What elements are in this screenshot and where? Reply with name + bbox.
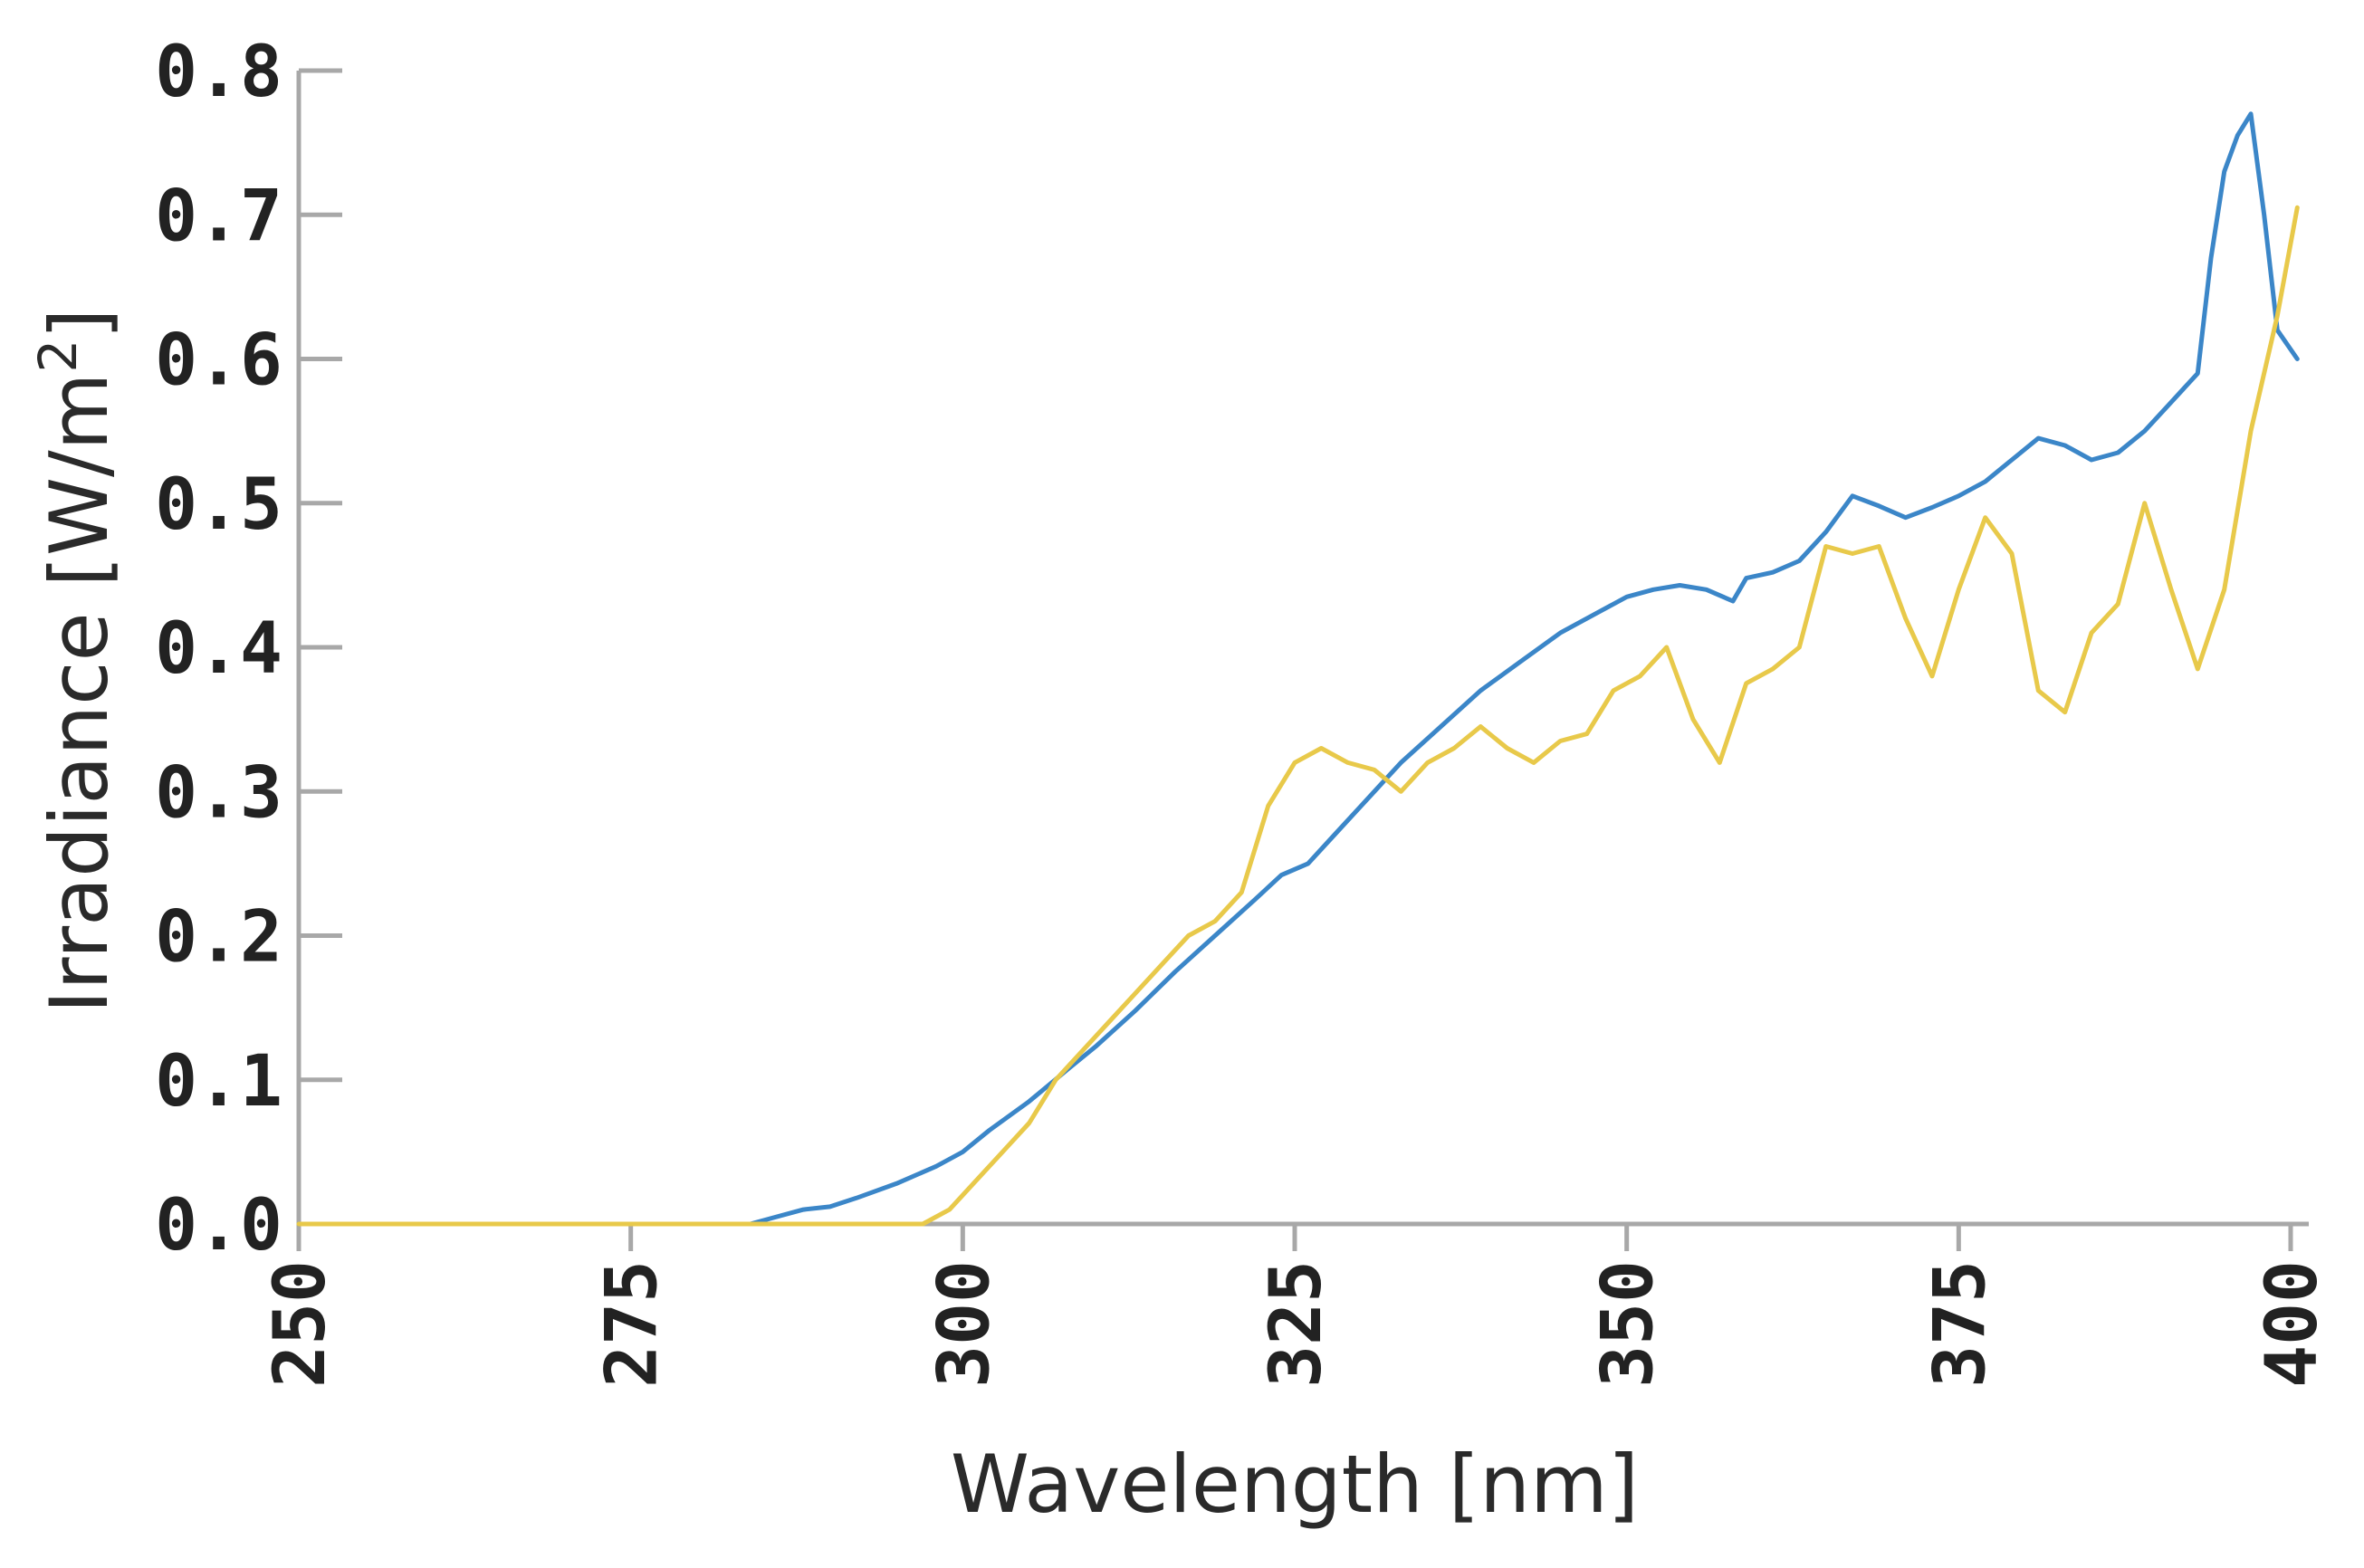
x-tick-label: 325 (1256, 1260, 1337, 1388)
y-tick-label: 0.1 (155, 1041, 282, 1123)
y-tick-label: 0.3 (155, 752, 282, 834)
y-tick-label: 0.0 (155, 1185, 282, 1267)
x-tick-label: 400 (2252, 1260, 2333, 1388)
tick-labels-group: 0.0 0.1 0.2 0.3 0.4 0.5 0.6 0.7 0.8 250 275 300 325 3… (155, 32, 2333, 1388)
y-tick-label: 0.2 (155, 897, 282, 979)
x-axis-title: Wavelength [nm] (951, 1438, 1639, 1531)
x-tick-label: 250 (260, 1260, 341, 1388)
series-group (296, 111, 2300, 1227)
y-tick-label: 0.8 (155, 32, 282, 113)
x-tick-label: 300 (924, 1260, 1005, 1388)
y-tick-label: 0.5 (155, 464, 282, 546)
y-axis-title-main: Irradiance [W/m (33, 373, 126, 1014)
y-axis-title: Irradiance [W/m2] (27, 308, 126, 1013)
series-line-yellow (296, 205, 2300, 1227)
y-axis-title-sup: 2 (27, 339, 89, 373)
y-tick-label: 0.4 (155, 608, 282, 690)
x-tick-label: 275 (592, 1260, 674, 1388)
y-axis-title-close: ] (33, 308, 126, 339)
axes-group (296, 68, 2309, 1251)
y-tick-label: 0.7 (155, 176, 282, 257)
y-tick-label: 0.6 (155, 320, 282, 402)
x-tick-label: 375 (1919, 1260, 2001, 1388)
x-tick-label: 350 (1588, 1260, 1670, 1388)
series-line-blue (296, 111, 2300, 1227)
